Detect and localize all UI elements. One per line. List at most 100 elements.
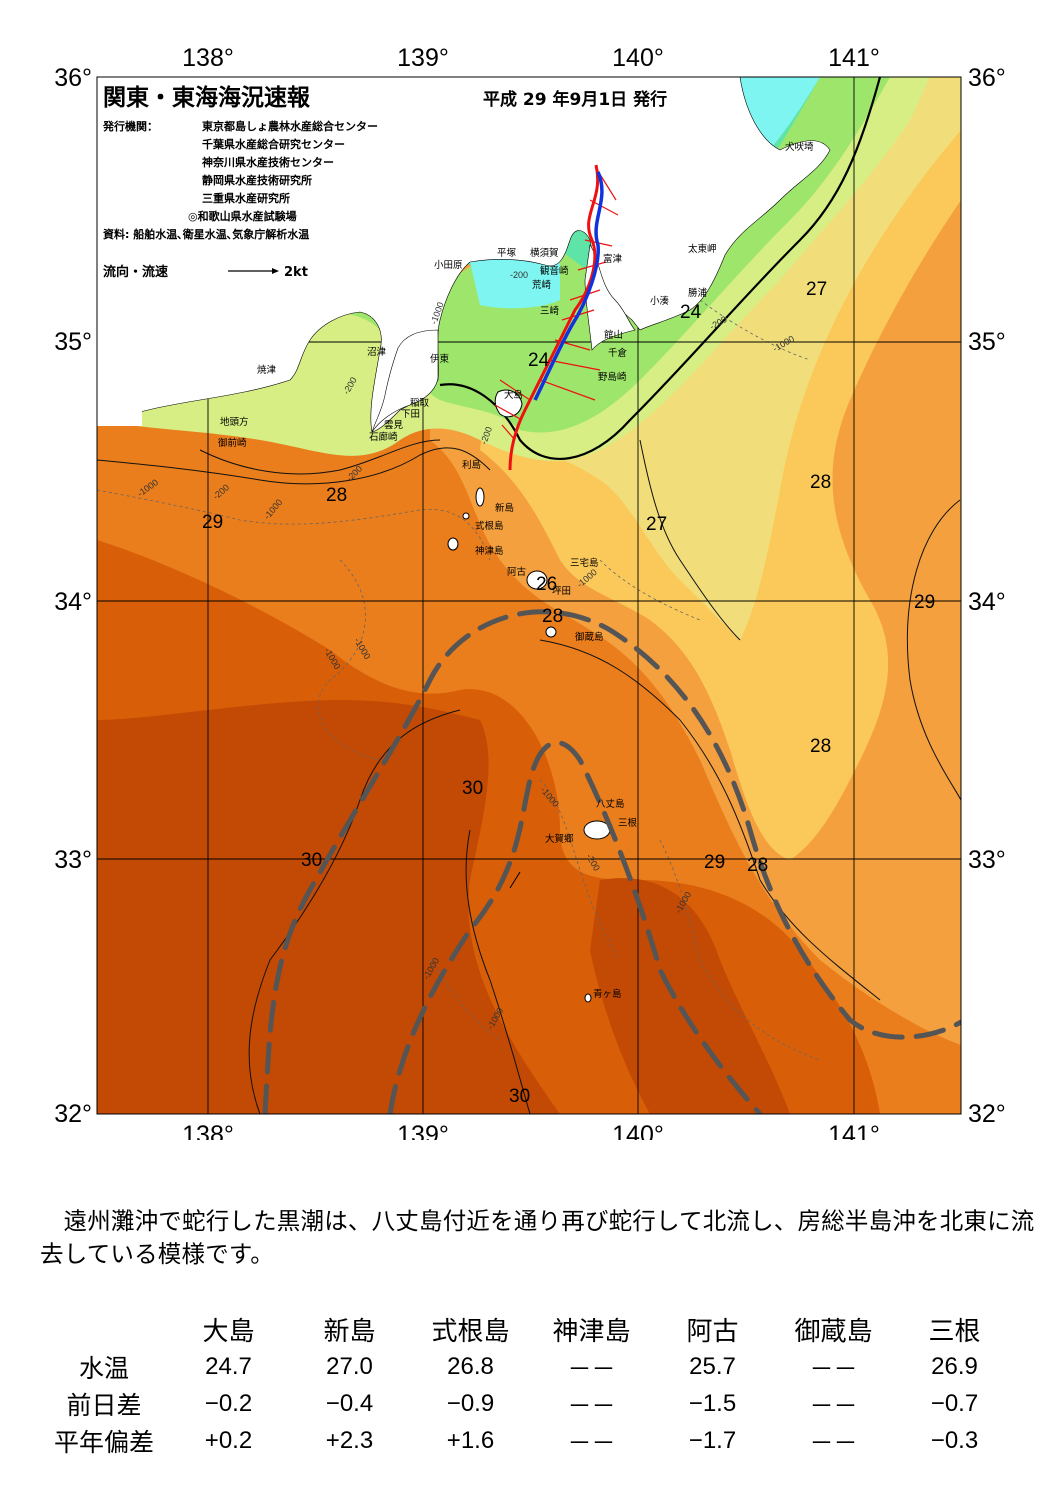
- lat-label-36-left: 36°: [54, 64, 92, 92]
- land-miyakejima: [526, 570, 548, 590]
- place-kozushima: 神津島: [475, 545, 504, 557]
- place-shimoda: 下田: [401, 409, 420, 420]
- table-cell: 25.7: [689, 1352, 736, 1380]
- place-miyakejima: 三宅島: [570, 557, 599, 569]
- isotherm-label: 26: [536, 574, 557, 595]
- place-yaizu: 焼津: [257, 364, 277, 376]
- table-corner: [40, 1310, 168, 1348]
- lat-label-32-right: 32°: [968, 1100, 1006, 1128]
- issuer-item: ◎和歌山県水産試験場: [188, 209, 297, 223]
- isotherm-label: 29: [704, 852, 725, 873]
- land-shikinejima: [462, 512, 470, 520]
- temp-zone-coastal-cyan: [470, 77, 820, 309]
- place-inubo: 犬吠埼: [785, 141, 814, 153]
- lat-label-35-left: 35°: [54, 328, 92, 356]
- depth-contours: [97, 299, 821, 1061]
- longitude-labels-top: 138° 139° 140° 141°: [182, 44, 880, 72]
- issuer-list: 東京都島しょ農林水産総合センター 千葉県水産総合研究センター 神奈川県水産技術セ…: [188, 119, 378, 223]
- land-izu: [371, 329, 439, 433]
- isotherm-lines: [97, 439, 961, 1114]
- current-arrow-hachijo: [509, 871, 521, 889]
- isotherm-label: 28: [542, 606, 563, 627]
- land-mikurajima: [545, 626, 557, 638]
- column-header: 御蔵島: [794, 1316, 873, 1347]
- place-mitsune: 三根: [618, 817, 638, 829]
- place-nojimazaki: 野島崎: [598, 371, 627, 383]
- column-header: 新島: [323, 1316, 376, 1347]
- table-cell: −1.7: [688, 1426, 737, 1454]
- lon-label-141-bottom: 141°: [828, 1121, 880, 1140]
- isotherm-label: 29: [202, 512, 223, 533]
- isotherm-label: 27: [646, 514, 667, 535]
- latitude-labels-right: 36° 35° 34° 33° 32°: [968, 64, 1006, 1128]
- isotherm-label: 30: [462, 778, 483, 799]
- isotherm-label: 28: [810, 736, 831, 757]
- place-okago: 大賀郷: [545, 833, 574, 845]
- lat-label-35-right: 35°: [968, 328, 1006, 356]
- table-row: 前日差 −0.2 −0.4 −0.9 －－ −1.5 －－ −0.7: [40, 1385, 1015, 1422]
- table-cell: －－: [567, 1356, 616, 1383]
- land-aogashima: [584, 993, 592, 1003]
- row-header: 平年偏差: [53, 1427, 154, 1457]
- map-title: 関東・東海海況速報: [103, 84, 311, 111]
- lon-label-139-bottom: 139°: [397, 1121, 449, 1140]
- lon-label-139-top: 139°: [397, 44, 449, 72]
- land-boso: [584, 244, 636, 351]
- land-honshu: [97, 77, 831, 433]
- place-taito: 太東岬: [688, 243, 717, 255]
- issuer-item: 静岡県水産技術研究所: [202, 173, 312, 187]
- map-frame: [96, 76, 962, 1115]
- table-cell: 26.8: [447, 1352, 494, 1380]
- place-mikurajima: 御蔵島: [575, 631, 604, 643]
- place-chikura: 千倉: [608, 347, 628, 359]
- place-tateyama: 館山: [604, 329, 623, 341]
- place-katsuura: 勝浦: [688, 287, 708, 299]
- table-cell: －－: [809, 1430, 858, 1457]
- kuroshio-front-line: [439, 77, 882, 460]
- place-misaki: 三崎: [540, 305, 560, 317]
- column-header: 式根島: [431, 1316, 510, 1347]
- place-kominato: 小湊: [650, 295, 670, 307]
- column-header: 神津島: [552, 1316, 631, 1347]
- lon-label-140-top: 140°: [612, 44, 664, 72]
- table-cell: −0.2: [204, 1389, 253, 1417]
- place-ako: 阿古: [507, 566, 527, 578]
- place-numazu: 沼津: [367, 347, 387, 358]
- place-futtsu: 富津: [603, 253, 623, 265]
- lat-label-36-right: 36°: [968, 64, 1006, 92]
- current-track: [508, 164, 600, 471]
- place-ito: 伊東: [430, 353, 450, 365]
- place-names: 犬吠埼 太東岬 勝浦 小湊 富津 横須賀 観音崎 荒崎 三崎 平塚 小田原 館山…: [218, 141, 814, 1000]
- isotherm-label: 30: [509, 1086, 530, 1107]
- table-cell: +2.3: [325, 1426, 374, 1454]
- situation-description: 遠州灘沖で蛇行した黒潮は、八丈島付近を通り再び蛇行して北流し、房総半島沖を北東に…: [40, 1207, 1035, 1268]
- issuer-item: 神奈川県水産技術センター: [202, 155, 334, 169]
- temp-zone-31-east: [590, 878, 790, 1114]
- table-cell: +1.6: [446, 1426, 495, 1454]
- isotherm-label: 27: [806, 279, 827, 300]
- place-oshima: 大島: [504, 389, 523, 401]
- legend-arrowhead: [272, 268, 279, 274]
- lat-label-33-right: 33°: [968, 846, 1006, 874]
- legend-label: 流向・流速: [103, 264, 168, 280]
- table-cell: －－: [809, 1356, 858, 1383]
- data-source: 資料: 船舶水温､衛星水温､気象庁解析水温: [103, 227, 309, 241]
- issuer-item: 千葉県水産総合研究センター: [202, 137, 345, 151]
- land-kozushima: [447, 537, 459, 551]
- place-hiratsuka: 平塚: [497, 248, 517, 259]
- table-row: 水温 24.7 27.0 26.8 －－ 25.7 －－ 26.9: [40, 1348, 1015, 1385]
- place-inatori: 稲取: [410, 397, 430, 409]
- isotherm-label: 30: [301, 850, 322, 871]
- longitude-labels-bottom: 138° 139° 140° 141°: [182, 1121, 880, 1140]
- lat-label-34-right: 34°: [968, 588, 1006, 616]
- place-arasaki: 荒崎: [532, 279, 552, 291]
- latitude-labels-left: 36° 35° 34° 33° 32°: [54, 64, 92, 1128]
- lat-label-34-left: 34°: [54, 588, 92, 616]
- row-header: 前日差: [66, 1390, 142, 1420]
- place-niijima: 新島: [495, 502, 514, 514]
- table-cell: −0.9: [446, 1389, 495, 1417]
- observation-table: 大島 新島 式根島 神津島 阿古 御蔵島 三根 水温 24.7 27.0 26.…: [40, 1310, 1015, 1459]
- lat-label-32-left: 32°: [54, 1100, 92, 1128]
- table-cell: －－: [567, 1393, 616, 1420]
- table-cell: +0.2: [204, 1426, 253, 1454]
